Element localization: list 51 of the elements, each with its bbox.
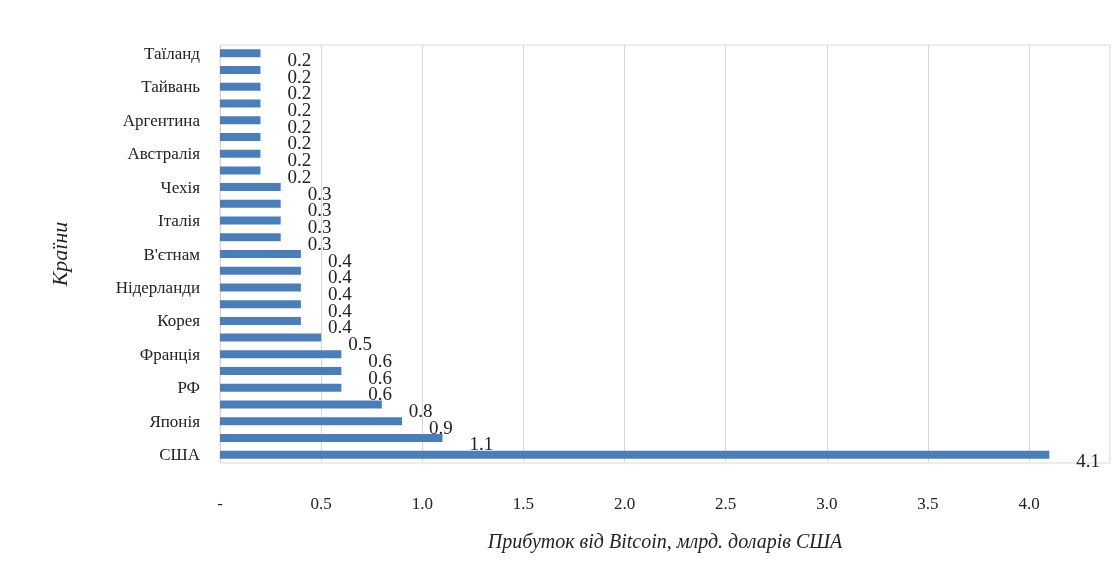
bar <box>220 66 261 75</box>
x-axis-title: Прибуток від Bitcoin, млрд. доларів США <box>486 530 844 553</box>
bar <box>220 400 382 409</box>
bar <box>220 450 1050 459</box>
y-tick-label: Японія <box>149 411 201 431</box>
y-tick-label: Корея <box>157 311 201 331</box>
bar <box>220 233 281 242</box>
x-tick-label: 1.5 <box>512 494 535 513</box>
y-tick-label: Таїланд <box>143 43 201 63</box>
y-tick-label: США <box>159 445 201 465</box>
x-tick-label: 3.5 <box>917 494 939 513</box>
bar <box>220 199 281 208</box>
data-label: 1.1 <box>469 433 494 455</box>
x-tick-label: 4.0 <box>1018 494 1040 513</box>
bar <box>220 417 403 426</box>
bar <box>220 82 261 91</box>
bar <box>220 367 342 376</box>
y-tick-label: Тайвань <box>141 77 201 97</box>
bar <box>220 283 301 292</box>
data-label: 4.1 <box>1076 450 1101 472</box>
bar <box>220 316 301 325</box>
y-tick-label: В'єтнам <box>143 244 201 264</box>
x-tick-label: 2.5 <box>715 494 737 513</box>
bar <box>220 266 301 275</box>
bar <box>220 149 261 158</box>
y-tick-label: Аргентина <box>122 110 201 130</box>
bar <box>220 250 301 258</box>
bar <box>220 49 261 58</box>
y-tick-label: Австралія <box>127 144 201 164</box>
y-tick-label: Франція <box>139 344 201 364</box>
bar <box>220 433 443 442</box>
bar <box>220 350 342 359</box>
x-tick-label: 0.5 <box>310 494 332 513</box>
bar <box>220 183 281 192</box>
bar <box>220 99 261 108</box>
bar <box>220 132 261 141</box>
bar <box>220 166 261 175</box>
y-tick-label: Нідерланди <box>115 277 200 297</box>
bar <box>220 116 261 125</box>
y-tick-label: Чехія <box>160 177 201 197</box>
y-axis-title: Країни <box>46 221 72 288</box>
x-tick-label: 3.0 <box>816 494 838 513</box>
bar <box>220 300 301 309</box>
x-tick-label: - <box>217 494 224 513</box>
x-tick-label: 2.0 <box>613 494 636 513</box>
bar <box>220 333 322 342</box>
x-tick-label: 1.0 <box>411 494 433 513</box>
bar <box>220 216 281 225</box>
y-tick-label: Італія <box>157 211 201 231</box>
y-tick-label: РФ <box>177 378 200 398</box>
bar <box>220 383 342 392</box>
